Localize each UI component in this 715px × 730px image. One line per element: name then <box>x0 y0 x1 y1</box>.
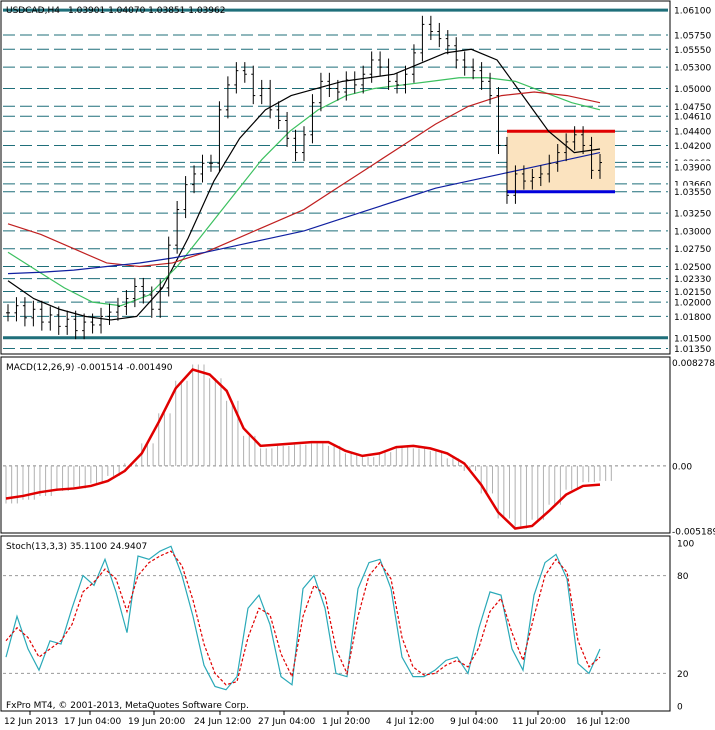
price-label-bg <box>672 296 713 309</box>
price-level-label: 1.05550 <box>674 46 711 56</box>
ohlc-readout: 1.03901 1.04070 1.03851 1.03962 <box>68 6 225 16</box>
x-axis-label: 17 Jun 04:00 <box>64 717 121 727</box>
x-axis: 12 Jun 2013 17 Jun 04:00 19 Jun 20:00 24 Ju… <box>4 711 630 727</box>
price-label-bg <box>672 207 713 220</box>
x-axis-label: 27 Jun 04:00 <box>258 717 315 727</box>
price-level-label: 1.01350 <box>674 345 711 355</box>
macd-title: MACD(12,26,9) -0.001514 -0.001490 <box>6 363 173 373</box>
price-label-bg <box>672 260 713 273</box>
price-level-label: 1.03550 <box>674 188 711 198</box>
price-label-bg <box>672 342 713 355</box>
x-axis-label: 4 Jul 12:00 <box>386 717 435 727</box>
price-level-label: 1.04750 <box>674 103 711 113</box>
stoch-axis-label: 20 <box>677 670 689 680</box>
price-level-label: 1.05750 <box>674 32 711 42</box>
price-label-bg <box>672 224 713 237</box>
x-axis-label: 9 Jul 04:00 <box>450 717 499 727</box>
price-level-label: 1.01500 <box>674 334 711 344</box>
moving-average-line <box>7 77 601 307</box>
x-axis-label: 19 Jun 20:00 <box>128 717 185 727</box>
price-level-label: 1.03250 <box>674 210 711 220</box>
price-level-label: 1.04610 <box>674 113 711 123</box>
macd-chart-layer: 0.008278 0.00 -0.005189 <box>3 359 715 537</box>
stoch-axis-label: 0 <box>677 703 683 713</box>
x-axis-label: 24 Jun 12:00 <box>194 717 251 727</box>
price-label-bg <box>672 61 713 74</box>
macd-axis-label: 0.008278 <box>672 359 715 369</box>
symbol-label: USDCAD,H4 <box>6 6 60 16</box>
price-label-bg <box>672 285 713 298</box>
stoch-axis-label: 100 <box>677 540 694 550</box>
price-label-bg <box>672 272 713 285</box>
stoch-panel-frame <box>0 535 671 712</box>
price-label-bg <box>672 310 713 323</box>
price-level-label: 1.04400 <box>674 128 711 138</box>
moving-average-line <box>7 48 601 321</box>
price-level-label: 1.03000 <box>674 227 711 237</box>
price-level-label: 1.06100 <box>674 7 711 17</box>
price-level-label: 1.02500 <box>674 263 711 273</box>
price-level-label: 1.05000 <box>674 85 711 95</box>
price-label-bg <box>672 43 713 56</box>
stoch-signal-line <box>5 550 601 686</box>
price-level-label: 1.01800 <box>674 313 711 323</box>
main-chart-layer: 1.06100 1.05750 1.05550 1.05300 1.05000 1.047… <box>3 4 713 355</box>
price-level-label: 1.02000 <box>674 299 711 309</box>
price-level-label: 1.03900 <box>674 163 711 173</box>
x-axis-label: 16 Jul 12:00 <box>576 717 630 727</box>
price-label-bg <box>672 110 713 123</box>
x-axis-label: 1 Jul 20:00 <box>322 717 371 727</box>
price-label-bg <box>672 100 713 113</box>
x-axis-label: 12 Jun 2013 <box>4 717 58 727</box>
moving-average-line <box>7 91 601 268</box>
stoch-title: Stoch(13,3,3) 35.1100 24.9407 <box>6 542 147 552</box>
macd-axis-label: -0.005189 <box>672 527 715 537</box>
price-label-bg <box>672 29 713 42</box>
stoch-chart-layer: 100 80 20 0 <box>3 540 694 713</box>
price-level-label: 1.04200 <box>674 142 711 152</box>
price-label-bg <box>672 139 713 152</box>
price-label-bg <box>672 82 713 95</box>
price-label-bg <box>672 331 713 344</box>
macd-signal-line <box>5 368 601 530</box>
stoch-axis-label: 80 <box>677 572 689 582</box>
price-label-bg <box>672 160 713 173</box>
price-label-bg <box>672 4 713 17</box>
price-level-label: 1.02150 <box>674 288 711 298</box>
price-level-label: 1.05300 <box>674 64 711 74</box>
stoch-main-line <box>5 545 601 691</box>
price-label-bg <box>672 185 713 198</box>
price-level-label: 1.03660 <box>674 180 711 190</box>
moving-average-line <box>7 151 601 275</box>
price-label-bg <box>672 125 713 138</box>
macd-axis-label: 0.00 <box>672 462 692 472</box>
x-axis-label: 11 Jul 20:00 <box>512 717 566 727</box>
price-label-bg <box>672 242 713 255</box>
price-level-label: 1.02330 <box>674 275 711 285</box>
copyright-label: FxPro MT4, © 2001-2013, MetaQuotes Softw… <box>6 701 249 711</box>
price-level-label: 1.02750 <box>674 245 711 255</box>
